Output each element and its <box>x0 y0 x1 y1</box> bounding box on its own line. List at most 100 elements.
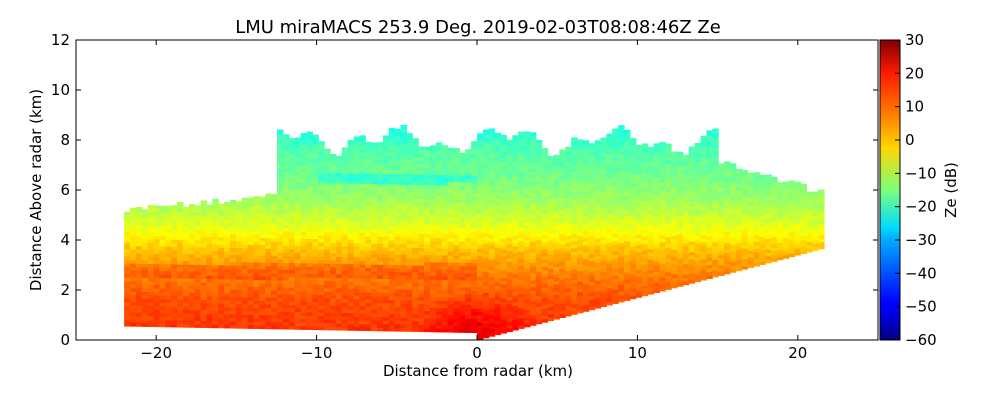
reflectivity-cell <box>347 312 355 317</box>
reflectivity-cell <box>706 208 713 213</box>
reflectivity-cell <box>612 173 619 178</box>
reflectivity-cell <box>471 150 478 155</box>
reflectivity-cell <box>418 229 425 235</box>
reflectivity-cell <box>341 267 349 272</box>
reflectivity-cell <box>406 324 413 329</box>
reflectivity-cell <box>353 260 360 265</box>
reflectivity-cell <box>553 182 560 187</box>
reflectivity-cell <box>400 226 408 231</box>
reflectivity-cell <box>559 194 566 199</box>
reflectivity-cell <box>741 227 749 232</box>
reflectivity-cell <box>688 258 696 263</box>
reflectivity-cell <box>277 290 284 295</box>
reflectivity-cell <box>747 190 755 195</box>
reflectivity-cell <box>224 226 231 231</box>
reflectivity-cell <box>641 155 649 160</box>
reflectivity-cell <box>235 261 243 266</box>
reflectivity-cell <box>371 194 378 199</box>
reflectivity-cell <box>471 311 478 316</box>
reflectivity-cell <box>494 261 502 266</box>
reflectivity-cell <box>182 313 190 318</box>
reflectivity-cell <box>412 219 419 224</box>
reflectivity-cell <box>247 286 255 291</box>
reflectivity-cell <box>618 259 625 264</box>
reflectivity-cell <box>606 297 613 302</box>
reflectivity-cell <box>400 324 408 329</box>
reflectivity-cell <box>388 302 396 307</box>
reflectivity-cell <box>635 209 643 214</box>
reflectivity-cell <box>282 241 290 246</box>
reflectivity-cell <box>324 252 331 257</box>
reflectivity-cell <box>488 203 496 208</box>
reflectivity-cell <box>600 152 607 157</box>
reflectivity-cell <box>359 281 366 286</box>
reflectivity-cell <box>565 308 572 313</box>
reflectivity-cell <box>447 276 455 281</box>
reflectivity-cell <box>259 321 266 326</box>
reflectivity-cell <box>612 254 619 259</box>
reflectivity-cell <box>241 197 249 200</box>
reflectivity-cell <box>441 174 449 179</box>
reflectivity-cell <box>229 212 237 217</box>
reflectivity-cell <box>488 294 496 299</box>
reflectivity-cell <box>653 176 660 182</box>
reflectivity-cell <box>694 214 702 220</box>
reflectivity-cell <box>635 241 643 246</box>
reflectivity-cell <box>647 258 655 264</box>
reflectivity-cell <box>647 188 655 194</box>
reflectivity-cell <box>371 218 378 223</box>
reflectivity-cell <box>447 220 455 225</box>
reflectivity-cell <box>477 167 484 172</box>
reflectivity-cell <box>582 143 590 148</box>
reflectivity-cell <box>494 240 502 245</box>
reflectivity-cell <box>524 137 531 142</box>
reflectivity-cell <box>641 243 649 248</box>
reflectivity-cell <box>729 177 737 182</box>
reflectivity-cell <box>241 314 249 319</box>
reflectivity-cell <box>271 230 278 235</box>
reflectivity-cell <box>253 212 260 217</box>
reflectivity-cell <box>712 157 719 162</box>
reflectivity-cell <box>365 288 372 293</box>
reflectivity-cell <box>547 187 555 192</box>
reflectivity-cell <box>306 213 313 218</box>
reflectivity-cell <box>435 146 443 151</box>
reflectivity-cell <box>300 311 308 316</box>
reflectivity-cell <box>229 317 237 322</box>
reflectivity-cell <box>406 194 413 199</box>
reflectivity-cell <box>341 277 349 282</box>
reflectivity-cell <box>318 193 325 198</box>
reflectivity-cell <box>565 228 572 233</box>
reflectivity-cell <box>688 272 696 277</box>
reflectivity-cell <box>371 327 378 332</box>
reflectivity-cell <box>629 256 637 261</box>
reflectivity-cell <box>600 299 607 304</box>
reflectivity-cell <box>241 226 249 231</box>
reflectivity-cell <box>441 307 449 312</box>
reflectivity-cell <box>571 160 578 165</box>
reflectivity-cell <box>377 145 384 150</box>
reflectivity-cell <box>447 188 455 193</box>
reflectivity-cell <box>371 190 378 195</box>
reflectivity-cell <box>412 313 419 318</box>
reflectivity-cell <box>576 249 584 254</box>
reflectivity-cell <box>130 308 137 313</box>
reflectivity-cell <box>588 145 596 150</box>
reflectivity-cell <box>365 242 372 248</box>
reflectivity-cell <box>647 195 655 201</box>
reflectivity-cell <box>135 242 143 247</box>
reflectivity-cell <box>682 228 690 233</box>
reflectivity-cell <box>377 232 384 237</box>
reflectivity-cell <box>712 234 719 239</box>
reflectivity-cell <box>547 226 555 231</box>
reflectivity-cell <box>353 295 360 300</box>
reflectivity-cell <box>547 240 555 245</box>
reflectivity-cell <box>571 247 578 252</box>
reflectivity-cell <box>547 180 555 185</box>
reflectivity-cell <box>700 244 707 250</box>
reflectivity-cell <box>718 177 725 182</box>
reflectivity-cell <box>453 223 460 228</box>
reflectivity-cell <box>618 125 625 128</box>
reflectivity-cell <box>353 309 360 314</box>
reflectivity-cell <box>535 267 543 272</box>
